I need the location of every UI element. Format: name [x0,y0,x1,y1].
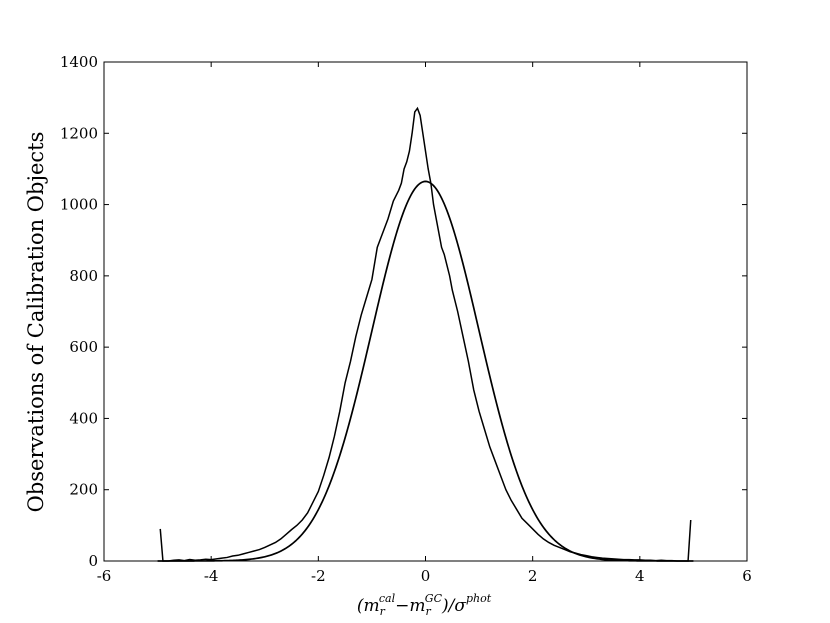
y-tick-label: 400 [69,409,98,427]
histogram-line [159,106,692,562]
gaussian-fit-line [157,180,694,562]
y-tick-label: 1000 [60,196,98,214]
tick-labels: -6 -4 -2 0 2 4 6 0 200 400 600 800 1000 1200 1400 [60,53,752,585]
axis-ticks [103,61,748,562]
x-tick-label: -2 [311,567,326,585]
y-tick-label: 1200 [60,124,98,142]
y-tick-label: 600 [69,338,98,356]
y-tick-label: 200 [69,481,98,499]
x-axis-label: (mrcal−mrGC)/σphot [357,592,492,618]
plot-frame [103,61,748,562]
x-tick-label: -6 [97,567,112,585]
x-tick-label: -4 [204,567,219,585]
y-tick-label: 800 [69,267,98,285]
x-tick-label: 6 [742,567,752,585]
x-tick-label: 2 [528,567,538,585]
x-tick-label: 4 [635,567,645,585]
x-tick-label: 0 [421,567,431,585]
y-axis-label: Observations of Calibration Objects [24,132,48,513]
y-tick-label: 1400 [60,53,98,71]
y-tick-label: 0 [88,552,98,570]
